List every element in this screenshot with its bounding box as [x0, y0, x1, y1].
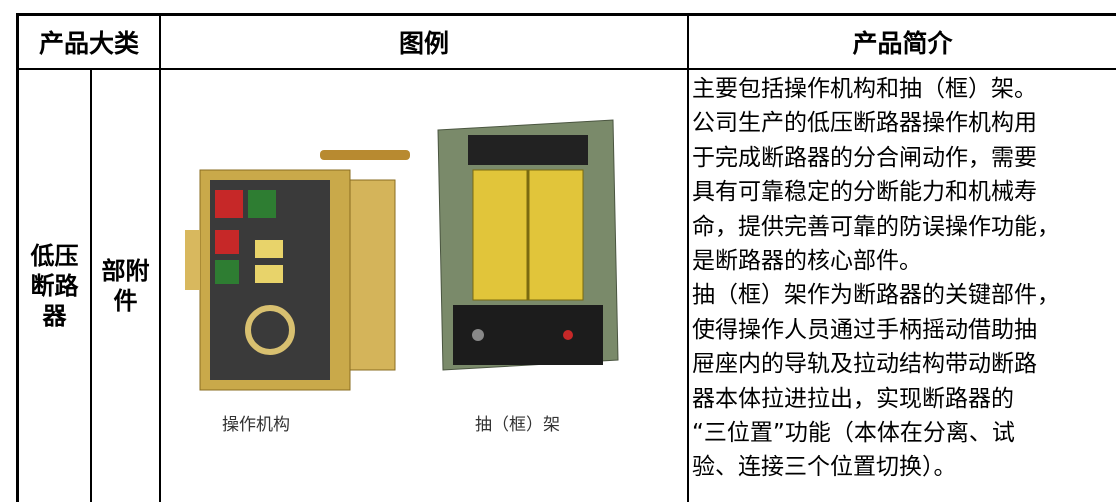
subcategory: 部附件	[101, 257, 150, 315]
top-border	[16, 13, 1116, 16]
col-border	[159, 13, 161, 502]
category-cell: 低压断路器	[19, 70, 90, 502]
mechanism-image	[185, 150, 410, 391]
description-line: 于完成断路器的分合闸动作，需要	[692, 144, 1037, 171]
description-line: 器本体拉进拉出，实现断路器的	[692, 385, 1014, 412]
header-cell: 产品大类	[38, 29, 139, 58]
drawout-frame-image	[437, 119, 619, 371]
description-line: 使得操作人员通过手柄摇动借助抽	[692, 316, 1037, 343]
description-line: 公司生产的低压断路器操作机构用	[692, 110, 1037, 137]
description-line: 命，提供完善可靠的防误操作功能，	[692, 213, 1060, 240]
description-line: 屉座内的导轨及拉动结构带动断路	[692, 351, 1037, 378]
description: 主要包括操作机构和抽（框）架。 公司生产的低压断路器操作机构用 于完成断路器的分合闸…	[692, 72, 1116, 485]
description-line: 主要包括操作机构和抽（框）架。	[692, 76, 1037, 102]
header-cell: 图例	[398, 29, 449, 58]
description-line: 是断路器的核心部件。	[692, 248, 922, 275]
description-line: 抽（框）架作为断路器的关键部件，	[692, 282, 1060, 309]
caption: 抽（框）架	[475, 415, 560, 435]
col-border	[687, 13, 689, 502]
col-border	[90, 70, 92, 502]
caption: 操作机构	[222, 415, 290, 435]
header-cell: 产品简介	[852, 29, 953, 58]
description-line: 具有可靠稳定的分断能力和机械寿	[692, 179, 1037, 206]
col-border	[16, 13, 19, 502]
description-line: “三位置”功能（本体在分离、试	[692, 420, 1015, 447]
description-line: 验、连接三个位置切换）。	[692, 454, 957, 481]
row-border	[16, 68, 1116, 70]
category: 低压断路器	[30, 242, 79, 330]
subcategory-cell: 部附件	[92, 70, 159, 502]
